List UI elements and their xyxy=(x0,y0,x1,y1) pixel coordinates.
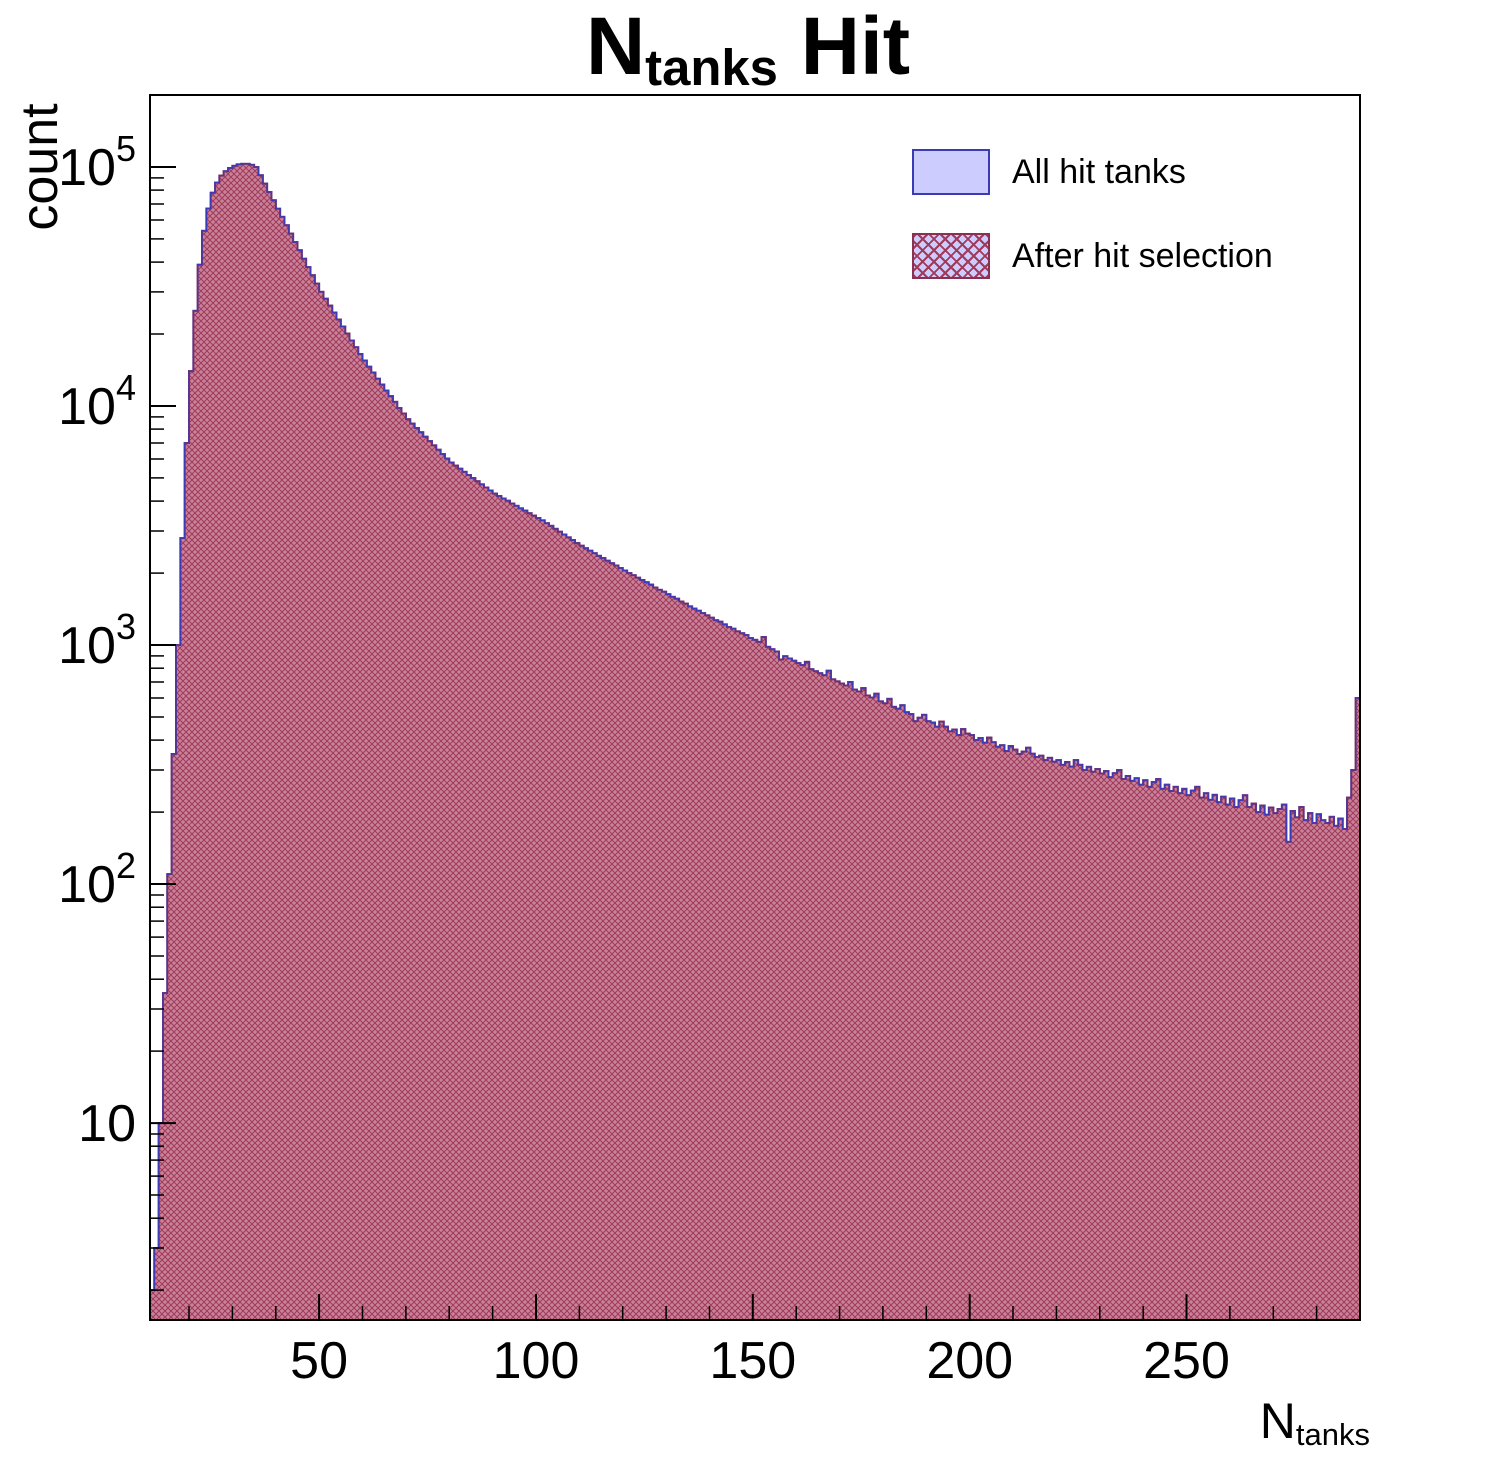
y-tick-label: 10 xyxy=(78,1095,136,1153)
y-tick-label: 103 xyxy=(58,606,136,675)
legend-label-all-hit-tanks: All hit tanks xyxy=(1012,153,1186,191)
legend-entry-after-hit-selection: After hit selection xyxy=(912,232,1273,280)
x-tick-label: 150 xyxy=(709,1332,796,1390)
plot-frame xyxy=(149,94,1361,1321)
legend-swatch-after-hit-selection xyxy=(912,233,990,279)
axis-tick-labels: 50 100 150 200 250 10 102 103 104 105 xyxy=(58,128,1230,1390)
title-subscript: tanks xyxy=(645,39,778,97)
y-tick-label: 102 xyxy=(58,845,136,914)
y-tick-label: 105 xyxy=(58,128,136,197)
x-tick-label: 50 xyxy=(290,1332,348,1390)
legend-label-after-hit-selection: After hit selection xyxy=(1012,237,1273,275)
x-axis-label: Ntanks xyxy=(1090,1392,1370,1452)
title-prefix: N xyxy=(585,1,646,92)
x-tick-label: 100 xyxy=(493,1332,580,1390)
legend-entry-all-hit-tanks: All hit tanks xyxy=(912,148,1273,196)
y-axis-label: count xyxy=(11,103,69,231)
legend: All hit tanks After hit selection xyxy=(912,148,1273,316)
x-label-prefix: N xyxy=(1259,1393,1296,1449)
y-tick-label: 104 xyxy=(58,367,136,436)
chart-title: Ntanks Hit xyxy=(0,0,1496,97)
x-label-subscript: tanks xyxy=(1295,1416,1370,1452)
x-tick-label: 250 xyxy=(1143,1332,1230,1390)
axis-ticks xyxy=(150,166,1318,1320)
histogram-bars xyxy=(149,162,1361,1321)
title-suffix: Hit xyxy=(777,1,911,92)
x-tick-label: 200 xyxy=(926,1332,1013,1390)
legend-swatch-all-hit-tanks xyxy=(912,149,990,195)
hist-all-outline xyxy=(149,163,1361,1321)
hist-after-hit-selection xyxy=(149,162,1361,1321)
